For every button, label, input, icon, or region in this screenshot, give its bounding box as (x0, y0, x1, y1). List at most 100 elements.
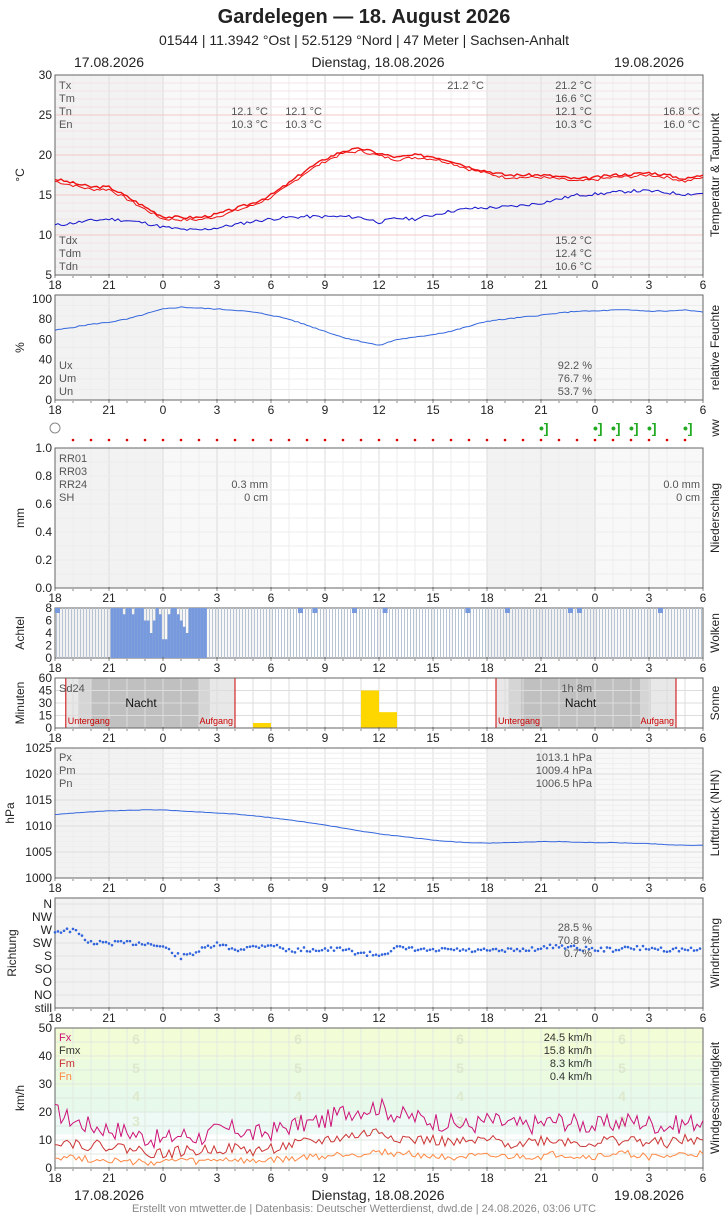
cloud-patch (505, 608, 510, 613)
cloud-patch (382, 608, 388, 613)
winddir-point (488, 949, 492, 952)
ww-dot (593, 438, 597, 442)
winddir-point (587, 947, 591, 951)
y-tick-label: 8 (45, 601, 52, 615)
winddir-point (455, 947, 459, 950)
x-tick-label: 12 (372, 1011, 386, 1025)
cloud-bar (152, 620, 156, 658)
stat-value: 92.2 % (558, 360, 592, 372)
x-tick-label: 12 (372, 403, 386, 417)
x-tick-label: 0 (592, 1171, 599, 1185)
winddir-point (665, 950, 669, 954)
ww-rain-icon: •] (683, 420, 693, 436)
x-tick-label: 6 (700, 661, 707, 675)
y-tick-label: 0 (45, 1161, 52, 1175)
winddir-point (578, 948, 582, 952)
winddir-point (533, 949, 537, 953)
x-tick-label: 21 (534, 731, 548, 745)
stat-value: 21.2 °C (555, 80, 592, 92)
side-label: Luftdruck (NHN) (708, 770, 722, 857)
x-tick-label: 6 (700, 1011, 707, 1025)
y-tick-label: NO (34, 988, 52, 1002)
ww-dot (233, 438, 237, 442)
x-tick-label: 3 (646, 591, 653, 605)
y-tick-label: 1020 (25, 767, 52, 781)
winddir-point (557, 946, 561, 949)
winddir-point (128, 939, 132, 943)
winddir-point (608, 946, 612, 950)
winddir-point (404, 947, 408, 951)
winddir-point (341, 948, 345, 952)
winddir-point (320, 948, 324, 952)
winddir-point (479, 948, 483, 952)
x-tick-label: 3 (646, 1011, 653, 1025)
winddir-point (314, 949, 318, 953)
winddir-point (590, 946, 594, 950)
stat-label: Un (59, 386, 73, 398)
x-tick-label: 15 (426, 1011, 440, 1025)
cloud-bar (134, 608, 138, 658)
x-tick-label: 3 (214, 591, 221, 605)
stat-value: 10.6 °C (555, 261, 592, 273)
winddir-point (185, 953, 189, 956)
winddir-point (470, 950, 474, 954)
x-tick-label: 0 (160, 1011, 167, 1025)
x-tick-label: 12 (372, 661, 386, 675)
winddir-point (500, 948, 504, 952)
winddir-point (332, 949, 336, 952)
winddir-point (260, 944, 264, 947)
winddir-point (275, 943, 279, 947)
ww-dot (197, 438, 201, 442)
ww-dot (647, 438, 651, 442)
cloud-bar (155, 608, 159, 658)
night-label: Nacht (125, 696, 157, 710)
stat-label: Tdx (59, 235, 78, 247)
winddir-point (659, 946, 663, 949)
winddir-point (548, 943, 552, 947)
x-tick-label: 21 (102, 591, 116, 605)
ww-dot (395, 438, 399, 442)
series-dewpoint (54, 188, 704, 231)
cloud-bar (116, 608, 120, 658)
y-tick-label: 4 (45, 626, 52, 640)
y-tick-label: 15 (39, 188, 53, 202)
stat-label: Um (59, 373, 76, 385)
y-tick-label: 1015 (25, 793, 52, 807)
date-center-bottom: Dienstag, 18.08.2026 (311, 1187, 445, 1203)
winddir-point (125, 939, 129, 943)
cloud-bar (164, 639, 168, 658)
y-tick-label: 30 (39, 68, 53, 82)
x-tick-label: 3 (646, 661, 653, 675)
cloud-bar (131, 614, 135, 658)
winddir-point (179, 957, 183, 961)
winddir-point (671, 947, 675, 951)
y-tick-label: 0.8 (35, 469, 52, 483)
winddir-point (437, 949, 441, 952)
ww-dot (557, 438, 561, 442)
stat-value: 8.3 km/h (550, 1058, 592, 1070)
winddir-point (395, 945, 399, 948)
y-tick-label: SW (33, 936, 53, 950)
winddir-point (194, 951, 198, 954)
winddir-point (515, 947, 519, 951)
cloud-bar (182, 626, 186, 658)
x-tick-label: 6 (700, 591, 707, 605)
stat-label: Fmx (59, 1045, 81, 1057)
x-tick-label: 15 (426, 731, 440, 745)
y-axis-label: °C (13, 168, 27, 182)
winddir-point (92, 942, 96, 946)
winddir-point (593, 949, 597, 952)
winddir-point (323, 947, 327, 950)
y-tick-label: S (44, 949, 52, 963)
y-tick-label: 1005 (25, 845, 52, 859)
footer-credit: Erstellt von mtwetter.de | Datenbasis: D… (131, 1203, 597, 1215)
y-tick-label: 25 (39, 108, 53, 122)
cloud-bar (200, 608, 204, 658)
y-tick-label: 2 (45, 639, 52, 653)
winddir-point (56, 930, 60, 933)
winddir-point (53, 931, 57, 934)
x-tick-label: 0 (160, 1171, 167, 1185)
side-label: Temperatur & Taupunkt (708, 112, 722, 237)
winddir-point (362, 951, 366, 954)
winddir-point (524, 949, 528, 953)
